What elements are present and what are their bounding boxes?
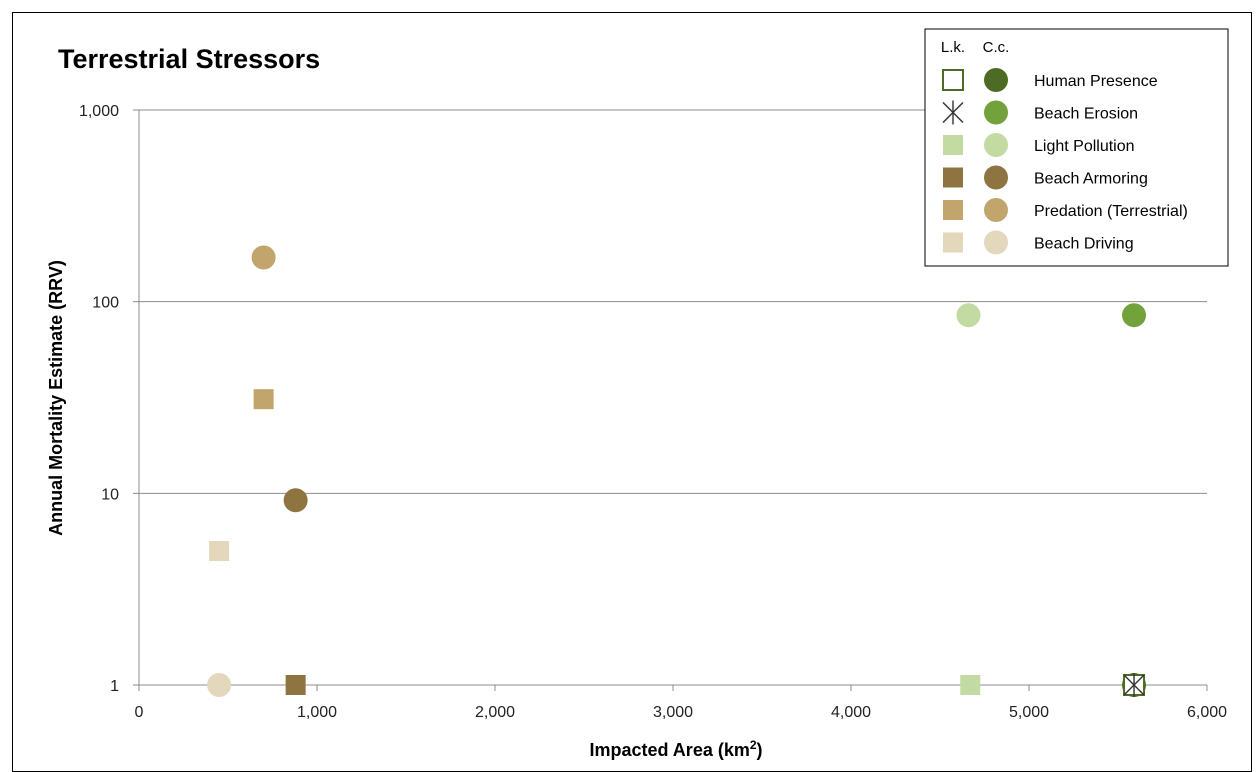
legend-header-cc: C.c. [983,39,1010,56]
data-points [207,245,1147,697]
legend-beach-erosion-cc-marker [984,100,1008,125]
legend-human-presence-lk-marker [942,69,964,91]
legend-beach-armoring-cc-marker [984,165,1008,190]
legend-light-pollution-cc-marker [984,133,1008,157]
point-lk-light-pollution-0 [960,675,981,695]
x-tick-label-0: 0 [135,704,144,721]
point-lk-predation-terrestrial-0 [253,389,274,410]
legend-predation-terrestrial-lk-marker [943,200,963,220]
point-cc-beach-driving-0 [207,673,232,697]
legend-beach-erosion-label: Beach Erosion [1034,106,1138,123]
y-axis-label: Annual Mortality Estimate (RRV) [46,260,66,536]
y-tick-label-3: 1,000 [79,103,119,120]
x-tick-label-1: 1,000 [297,704,337,721]
legend-beach-driving-cc-marker [984,230,1008,255]
legend: L.k. C.c. Human Presence Beach Erosion Light… [924,28,1229,267]
legend-beach-armoring-label: Beach Armoring [1034,171,1148,188]
legend-beach-erosion-lk-marker [942,100,964,125]
legend-beach-driving-label: Beach Driving [1034,236,1134,253]
x-tick-label-5: 5,000 [1009,704,1049,721]
legend-predation-terrestrial-cc-marker [984,198,1008,222]
legend-light-pollution-label: Light Pollution [1034,138,1135,155]
point-cc-beach-armoring-0 [283,488,308,513]
x-axis-label: Impacted Area (km2) [589,738,762,760]
point-cc-beach-erosion-0 [1122,303,1147,328]
legend-box [924,28,1229,267]
legend-human-presence-cc-marker [984,68,1008,92]
x-tick-label-4: 4,000 [831,704,871,721]
x-tick-label-2: 2,000 [475,704,515,721]
y-tick-label-0: 1 [110,678,119,695]
legend-light-pollution-lk-marker [943,135,963,155]
chart-title: Terrestrial Stressors [58,44,320,74]
legend-header-lk: L.k. [941,39,965,56]
point-lk-beach-erosion-0 [1123,673,1145,697]
legend-predation-terrestrial-label: Predation (Terrestrial) [1034,203,1188,220]
point-lk-beach-driving-0 [209,541,230,562]
y-tick-label-1: 10 [101,486,119,503]
legend-human-presence-label: Human Presence [1034,73,1158,90]
x-tick-label-3: 3,000 [653,704,693,721]
point-lk-beach-armoring-0 [285,675,306,695]
x-tick-label-6: 6,000 [1187,704,1227,721]
axes: 1 10 100 1,000 0 1,000 2,000 3,000 4,000 5,000 6,0… [79,103,1227,721]
point-cc-predation-terrestrial-0 [251,245,276,270]
legend-beach-armoring-lk-marker [943,167,963,188]
y-tick-label-2: 100 [92,295,119,312]
legend-beach-driving-lk-marker [943,232,963,253]
point-cc-light-pollution-0 [956,303,981,328]
